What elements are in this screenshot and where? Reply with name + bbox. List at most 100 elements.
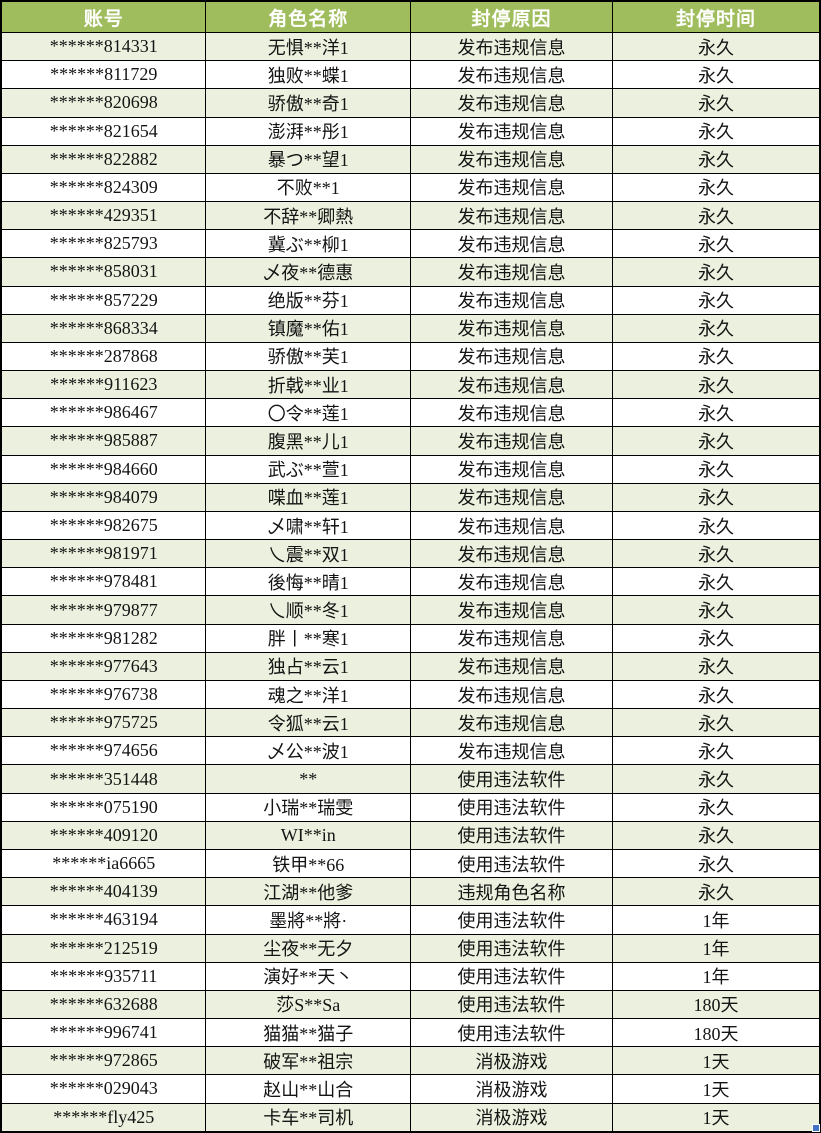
account-cell: ******463194 bbox=[0, 905, 207, 935]
reason-cell: 发布违规信息 bbox=[409, 201, 614, 231]
table-row: ******976738 魂之**洋1 发布违规信息 永久 bbox=[0, 679, 821, 710]
duration-cell: 永久 bbox=[612, 848, 821, 879]
name-cell: 铁甲**66 bbox=[205, 848, 411, 879]
table-row: ******075190 小瑞**瑞雯 使用违法软件 永久 bbox=[0, 792, 821, 822]
selection-fill-handle[interactable] bbox=[812, 1124, 820, 1132]
name-cell: 演好**天丶 bbox=[205, 961, 411, 991]
reason-cell: 发布违规信息 bbox=[409, 31, 614, 62]
duration-cell: 永久 bbox=[612, 370, 821, 400]
duration-cell: 1年 bbox=[612, 933, 821, 963]
account-cell: ******981282 bbox=[0, 623, 207, 653]
name-cell: 腹黑**儿1 bbox=[205, 426, 411, 456]
reason-cell: 发布违规信息 bbox=[409, 510, 614, 541]
name-cell: 骄傲**奇1 bbox=[205, 88, 411, 118]
table-row: ******ia6665 铁甲**66 使用违法软件 永久 bbox=[0, 848, 821, 879]
account-cell: ******979877 bbox=[0, 595, 207, 625]
account-cell: ******911623 bbox=[0, 370, 207, 400]
account-cell: ******429351 bbox=[0, 201, 207, 231]
reason-cell: 使用违法软件 bbox=[409, 764, 614, 794]
duration-cell: 永久 bbox=[612, 792, 821, 822]
table-row: ******821654 澎湃**彤1 发布违规信息 永久 bbox=[0, 116, 821, 146]
header-cell-account: 账号 bbox=[0, 0, 207, 33]
name-cell: 卡车**司机 bbox=[205, 1102, 411, 1133]
reason-cell: 消极游戏 bbox=[409, 1074, 614, 1104]
reason-cell: 使用违法软件 bbox=[409, 961, 614, 991]
account-cell: ******212519 bbox=[0, 933, 207, 963]
account-cell: ******409120 bbox=[0, 820, 207, 850]
account-cell: ******972865 bbox=[0, 1046, 207, 1076]
table-row: ******463194 墨將**將· 使用违法软件 1年 bbox=[0, 905, 821, 935]
table-row: ******974656 乄公**波1 发布违规信息 永久 bbox=[0, 736, 821, 766]
name-cell: 乀顺**冬1 bbox=[205, 595, 411, 625]
table-row: ******814331 无惧**洋1 发布违规信息 永久 bbox=[0, 31, 821, 62]
name-cell: 乄啸**轩1 bbox=[205, 510, 411, 541]
table-row: ******977643 独占**云1 发布违规信息 永久 bbox=[0, 651, 821, 681]
account-cell: ******978481 bbox=[0, 567, 207, 597]
account-cell: ******075190 bbox=[0, 792, 207, 822]
name-cell: 乄公**波1 bbox=[205, 736, 411, 766]
duration-cell: 永久 bbox=[612, 736, 821, 766]
name-cell: 胖丨**寒1 bbox=[205, 623, 411, 653]
account-cell: ******981971 bbox=[0, 539, 207, 569]
name-cell: 冀ぶ**柳1 bbox=[205, 229, 411, 259]
account-cell: ******811729 bbox=[0, 60, 207, 90]
duration-cell: 永久 bbox=[612, 172, 821, 203]
account-cell: ******996741 bbox=[0, 1018, 207, 1048]
name-cell: 〇令**莲1 bbox=[205, 398, 411, 428]
table-row: ******fly425 卡车**司机 消极游戏 1天 bbox=[0, 1102, 821, 1133]
reason-cell: 发布违规信息 bbox=[409, 285, 614, 315]
duration-cell: 永久 bbox=[612, 877, 821, 907]
reason-cell: 发布违规信息 bbox=[409, 679, 614, 710]
account-cell: ******868334 bbox=[0, 313, 207, 343]
duration-cell: 1年 bbox=[612, 905, 821, 935]
name-cell: 莎S**Sa bbox=[205, 989, 411, 1020]
account-cell: ******404139 bbox=[0, 877, 207, 907]
table-row: ******287868 骄傲**芙1 发布违规信息 永久 bbox=[0, 341, 821, 372]
account-cell: ******974656 bbox=[0, 736, 207, 766]
reason-cell: 违规角色名称 bbox=[409, 877, 614, 907]
reason-cell: 发布违规信息 bbox=[409, 539, 614, 569]
table-row: ******632688 莎S**Sa 使用违法软件 180天 bbox=[0, 989, 821, 1020]
name-cell: 乀震**双1 bbox=[205, 539, 411, 569]
name-cell: 尘夜**无夕 bbox=[205, 933, 411, 963]
reason-cell: 发布违规信息 bbox=[409, 341, 614, 372]
duration-cell: 永久 bbox=[612, 426, 821, 456]
header-cell-name: 角色名称 bbox=[205, 0, 411, 33]
table-row: ******820698 骄傲**奇1 发布违规信息 永久 bbox=[0, 88, 821, 118]
reason-cell: 使用违法软件 bbox=[409, 792, 614, 822]
account-cell: ******977643 bbox=[0, 651, 207, 681]
name-cell: 乄夜**德惠 bbox=[205, 257, 411, 287]
reason-cell: 发布违规信息 bbox=[409, 229, 614, 259]
table-row: ******996741 猫猫**猫子 使用违法软件 180天 bbox=[0, 1018, 821, 1048]
name-cell: 喋血**莲1 bbox=[205, 482, 411, 512]
reason-cell: 发布违规信息 bbox=[409, 116, 614, 146]
table-row: ******811729 独败**蝶1 发布违规信息 永久 bbox=[0, 60, 821, 90]
name-cell: 赵山**山合 bbox=[205, 1074, 411, 1104]
name-cell: 武ぶ**萱1 bbox=[205, 454, 411, 484]
account-cell: ******857229 bbox=[0, 285, 207, 315]
reason-cell: 使用违法软件 bbox=[409, 989, 614, 1020]
duration-cell: 永久 bbox=[612, 201, 821, 231]
name-cell: 绝版**芬1 bbox=[205, 285, 411, 315]
name-cell: 不辞**卿熱 bbox=[205, 201, 411, 231]
account-cell: ******029043 bbox=[0, 1074, 207, 1104]
table-row: ******981282 胖丨**寒1 发布违规信息 永久 bbox=[0, 623, 821, 653]
reason-cell: 使用违法软件 bbox=[409, 933, 614, 963]
table-row: ******911623 折戟**业1 发布违规信息 永久 bbox=[0, 370, 821, 400]
account-cell: ******984079 bbox=[0, 482, 207, 512]
table-row: ******822882 暴つ**望1 发布违规信息 永久 bbox=[0, 144, 821, 174]
duration-cell: 1天 bbox=[612, 1074, 821, 1104]
reason-cell: 消极游戏 bbox=[409, 1046, 614, 1076]
duration-cell: 1天 bbox=[612, 1046, 821, 1076]
duration-cell: 180天 bbox=[612, 989, 821, 1020]
table-row: ******858031 乄夜**德惠 发布违规信息 永久 bbox=[0, 257, 821, 287]
table-row: ******429351 不辞**卿熱 发布违规信息 永久 bbox=[0, 201, 821, 231]
duration-cell: 永久 bbox=[612, 454, 821, 484]
reason-cell: 发布违规信息 bbox=[409, 398, 614, 428]
table-row: ******986467 〇令**莲1 发布违规信息 永久 bbox=[0, 398, 821, 428]
name-cell: 无惧**洋1 bbox=[205, 31, 411, 62]
account-cell: ******351448 bbox=[0, 764, 207, 794]
reason-cell: 发布违规信息 bbox=[409, 172, 614, 203]
duration-cell: 永久 bbox=[612, 144, 821, 174]
